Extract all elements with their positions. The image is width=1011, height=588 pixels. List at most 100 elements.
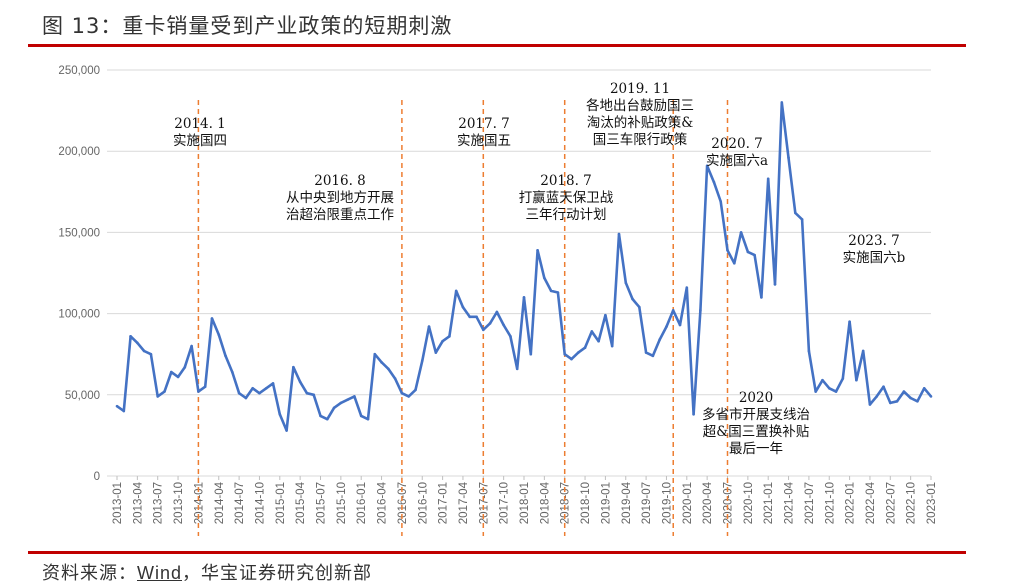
- data-point: [902, 390, 906, 393]
- data-point: [346, 398, 349, 401]
- data-point: [529, 352, 533, 356]
- data-point: [543, 276, 546, 280]
- y-tick-label: 150,000: [58, 227, 100, 239]
- data-point: [488, 322, 492, 325]
- data-point: [671, 309, 675, 312]
- data-point: [617, 232, 621, 236]
- x-tick-label: 2015-07: [316, 482, 328, 524]
- annotation-text: 打赢蓝天保卫战: [519, 189, 614, 206]
- data-point: [658, 338, 661, 341]
- annotation-text: 2020. 7: [711, 136, 763, 152]
- data-point: [678, 323, 682, 327]
- data-point: [129, 335, 132, 338]
- data-point: [753, 253, 756, 257]
- data-point: [400, 391, 404, 395]
- annotation-text: 实施国六b: [843, 250, 906, 266]
- data-point: [685, 286, 689, 289]
- annotation-text: 最后一年: [729, 441, 783, 457]
- data-point: [122, 409, 126, 413]
- data-point: [549, 289, 553, 293]
- x-tick-label: 2013-10: [173, 482, 185, 524]
- data-point: [468, 315, 472, 319]
- data-point: [522, 296, 526, 299]
- data-point: [739, 231, 743, 234]
- data-point: [855, 378, 858, 382]
- x-tick-label: 2018-04: [539, 481, 551, 524]
- data-point: [264, 387, 268, 390]
- data-point: [495, 310, 499, 314]
- annotation-text: 2014. 1: [174, 116, 226, 132]
- figure-title: 图 13：重卡销量受到产业政策的短期刺激: [42, 14, 453, 38]
- source-rest: ，华宝证券研究创新部: [182, 563, 373, 584]
- x-tick-label: 2020-01: [682, 482, 694, 524]
- x-tick-label: 2017-04: [458, 481, 470, 524]
- annotation-text: 2017. 7: [458, 116, 510, 132]
- data-point: [638, 305, 641, 309]
- data-point: [624, 281, 628, 285]
- data-point: [271, 382, 275, 385]
- data-point: [821, 378, 824, 382]
- annotation-text: 2016. 8: [314, 173, 366, 189]
- y-tick-label: 100,000: [58, 309, 100, 321]
- data-point: [237, 391, 241, 395]
- x-tick-label: 2019-04: [621, 481, 633, 524]
- annotation-text: 国三车限行政策: [593, 131, 688, 148]
- data-point: [800, 218, 804, 221]
- data-point: [156, 395, 159, 398]
- x-tick-label: 2020-10: [743, 482, 755, 524]
- x-tick-label: 2016-01: [356, 482, 368, 524]
- x-tick-label: 2021-04: [784, 481, 796, 524]
- x-tick-label: 2015-10: [336, 482, 348, 524]
- x-tick-label: 2021-07: [804, 482, 816, 524]
- data-point: [576, 351, 580, 354]
- source-label: 资料来源：: [42, 563, 137, 584]
- data-point: [407, 395, 410, 398]
- data-point: [224, 354, 227, 358]
- x-tick-label: 2020-07: [723, 482, 735, 524]
- data-point: [766, 177, 770, 181]
- y-tick-label: 0: [94, 471, 100, 483]
- x-tick-label: 2016-07: [397, 482, 409, 524]
- data-point: [312, 393, 316, 397]
- source-note: 资料来源：Wind，华宝证券研究创新部: [42, 559, 372, 585]
- data-point: [929, 395, 933, 398]
- data-point: [726, 248, 729, 252]
- data-point: [387, 367, 390, 371]
- data-point: [610, 344, 614, 348]
- data-point: [597, 339, 600, 343]
- data-point: [353, 395, 356, 398]
- annotation-text: 从中央到地方开展: [286, 190, 394, 206]
- data-point: [482, 328, 485, 332]
- data-point: [448, 335, 451, 338]
- data-point: [841, 377, 845, 380]
- data-point: [787, 156, 790, 159]
- annotation-text: 实施国四: [173, 133, 227, 149]
- x-tick-label: 2023-01: [926, 482, 938, 524]
- data-point: [922, 387, 926, 390]
- data-point: [760, 296, 763, 299]
- data-point: [461, 305, 465, 309]
- data-point: [380, 361, 383, 364]
- source-wind-link[interactable]: Wind: [137, 563, 183, 583]
- data-point: [373, 352, 377, 356]
- data-point: [875, 395, 879, 398]
- x-tick-label: 2014-01: [193, 482, 205, 524]
- data-point: [434, 351, 438, 354]
- data-point: [916, 399, 919, 403]
- data-point: [163, 390, 166, 393]
- x-tick-label: 2013-01: [112, 482, 124, 524]
- data-point: [590, 330, 594, 333]
- y-tick-labels: 0 50,000 100,000 150,000 200,000 250,000: [58, 65, 100, 483]
- data-point: [889, 401, 892, 405]
- data-point: [325, 417, 329, 421]
- data-point: [420, 359, 424, 362]
- data-point: [868, 403, 872, 406]
- x-tick-label: 2016-04: [377, 481, 389, 524]
- data-point: [441, 339, 444, 343]
- data-point: [427, 325, 431, 328]
- data-point: [475, 315, 478, 319]
- data-point: [807, 349, 811, 353]
- data-point: [298, 380, 302, 384]
